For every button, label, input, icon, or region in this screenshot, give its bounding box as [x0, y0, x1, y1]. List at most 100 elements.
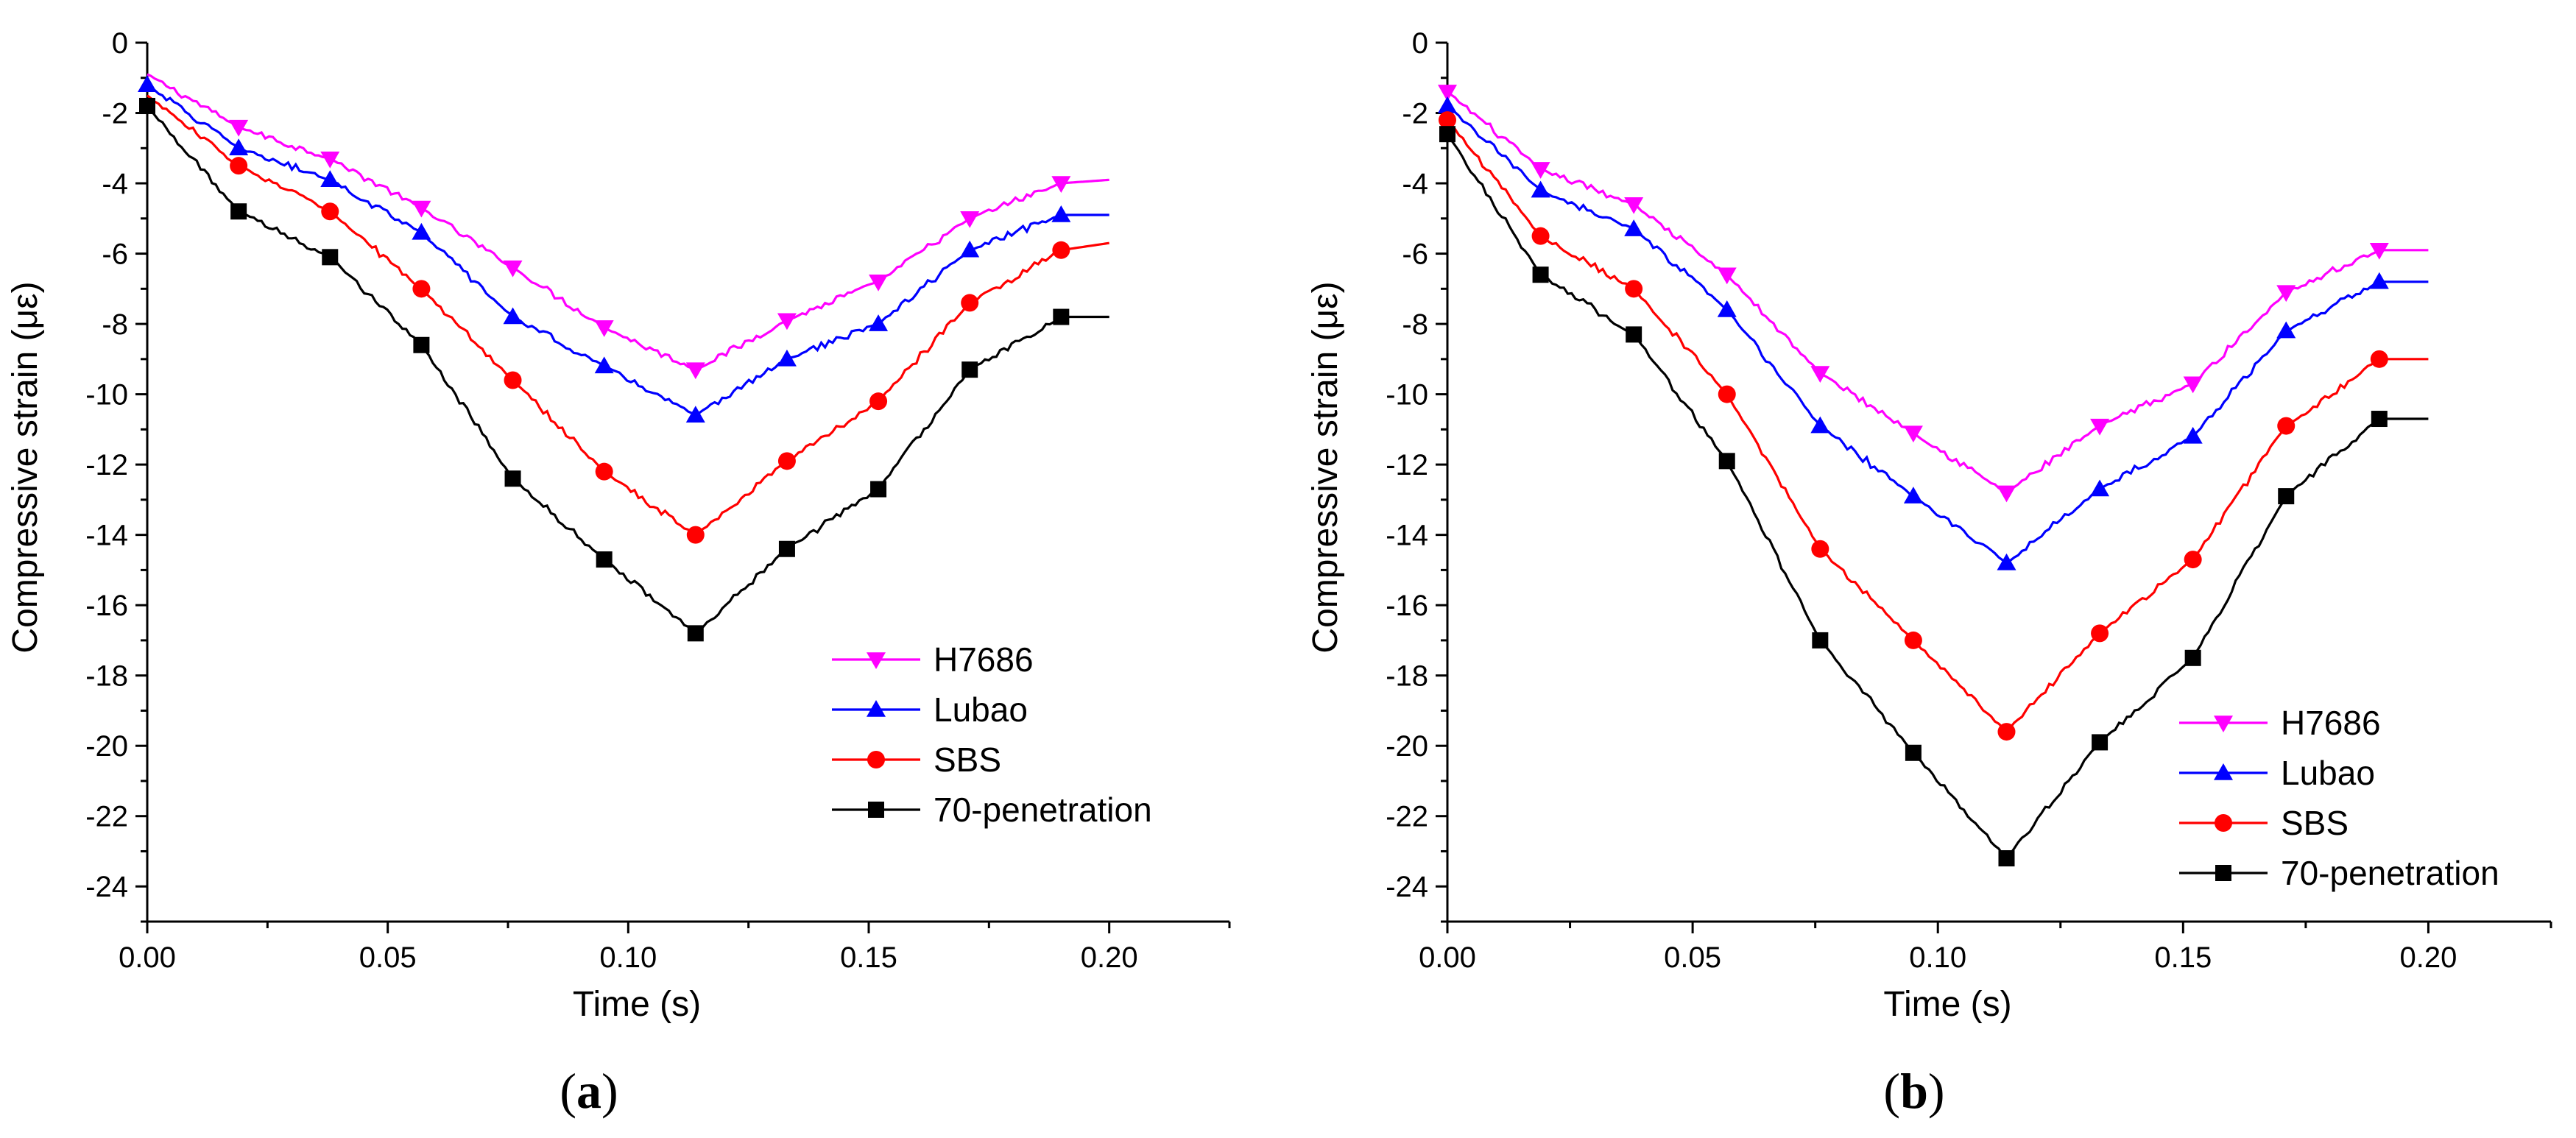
data-point: [2092, 734, 2109, 751]
data-point: [504, 371, 522, 389]
legend-label: 70-penetration: [2281, 854, 2499, 892]
data-point: [1811, 540, 1829, 558]
y-tick-label: -2: [102, 98, 128, 130]
data-point: [1997, 485, 2016, 503]
data-point: [1052, 241, 1070, 259]
x-axis-title: Time (s): [573, 985, 701, 1024]
data-point: [1051, 205, 1071, 222]
data-point: [1531, 180, 1550, 198]
data-point: [2276, 321, 2296, 339]
data-point: [2370, 350, 2388, 368]
data-point: [1904, 631, 1922, 649]
y-tick-label: -16: [85, 590, 128, 622]
series-line-H7686: [147, 73, 1109, 371]
x-tick-label: 0.10: [1909, 941, 1966, 974]
data-point: [1997, 723, 2016, 741]
data-point: [139, 97, 155, 114]
series-line-70-penetration: [1446, 133, 2429, 860]
data-point: [2183, 376, 2203, 394]
y-tick-label: -10: [1386, 379, 1428, 411]
y-tick-label: -18: [85, 660, 128, 693]
data-point: [1905, 744, 1922, 761]
data-point: [1532, 266, 1549, 283]
data-point: [960, 240, 980, 258]
data-point: [1531, 227, 1550, 245]
y-tick-label: -4: [1402, 168, 1428, 200]
legend-label: SBS: [2281, 804, 2349, 842]
data-point: [1051, 176, 1071, 194]
y-tick-label: -2: [1402, 98, 1428, 130]
x-tick-label: 0.00: [1419, 941, 1476, 974]
data-point: [1531, 162, 1550, 179]
data-point: [230, 157, 248, 175]
data-point: [777, 452, 796, 470]
legend-label: Lubao: [2281, 754, 2375, 792]
legend-marker: [867, 700, 886, 717]
y-tick-label: -12: [1386, 449, 1428, 481]
data-point: [138, 75, 157, 93]
data-point: [1812, 632, 1829, 648]
data-point: [1718, 385, 1736, 403]
y-tick-label: -10: [85, 379, 128, 411]
data-point: [1903, 487, 1923, 503]
x-tick-label: 0.15: [2154, 941, 2212, 974]
x-axis-title: Time (s): [1883, 985, 2011, 1024]
data-point: [960, 211, 980, 228]
y-tick-label: -6: [1402, 238, 1428, 271]
data-point: [2090, 479, 2110, 497]
x-tick-label: 0.05: [1664, 941, 1721, 974]
data-point: [1717, 300, 1737, 317]
series-H7686: [1438, 85, 2429, 503]
series-H7686: [147, 73, 1109, 380]
data-point: [2369, 243, 2389, 260]
legend-marker: [867, 652, 886, 669]
data-point: [1624, 197, 1644, 214]
legend-label: SBS: [934, 741, 1001, 779]
data-point: [961, 294, 979, 312]
y-tick-label: -14: [1386, 520, 1428, 552]
legend-marker: [2215, 865, 2231, 881]
series-SBS: [146, 94, 1109, 544]
series-70-penetration: [139, 97, 1109, 642]
data-point: [503, 260, 523, 278]
y-tick-label: -20: [85, 730, 128, 763]
data-point: [686, 526, 705, 544]
data-point: [2369, 272, 2389, 289]
x-tick-label: 0.05: [359, 941, 417, 974]
y-tick-label: -24: [85, 871, 128, 903]
data-point: [2276, 285, 2296, 303]
data-point: [778, 540, 795, 557]
series-70-penetration: [1439, 126, 2429, 867]
data-point: [1810, 416, 1830, 434]
data-point: [777, 349, 797, 367]
data-point: [320, 151, 340, 169]
legend-label: H7686: [2281, 704, 2381, 742]
y-tick-label: -22: [1386, 801, 1428, 833]
data-point: [2184, 649, 2201, 666]
data-point: [777, 313, 797, 331]
series-line-Lubao: [1447, 105, 2429, 565]
series-Lubao: [138, 75, 1109, 423]
data-point: [595, 462, 613, 481]
y-tick-label: -12: [85, 449, 128, 481]
series-line-SBS: [1446, 119, 2429, 734]
data-point: [229, 138, 249, 156]
data-point: [685, 406, 705, 423]
y-tick-label: -16: [1386, 590, 1428, 622]
data-point: [2371, 411, 2388, 428]
data-point: [1903, 425, 1923, 443]
legend-label: H7686: [934, 640, 1034, 679]
y-tick-label: -14: [85, 520, 128, 552]
panel-caption: (b): [1883, 1063, 1944, 1119]
series-line-70-penetration: [146, 105, 1109, 635]
series-Lubao: [1438, 96, 2429, 570]
data-point: [412, 200, 431, 218]
legend: H7686 Lubao SBS 70-penetration: [2179, 704, 2499, 892]
data-point: [1439, 126, 1455, 143]
legend-label: 70-penetration: [934, 791, 1152, 829]
data-point: [321, 202, 339, 221]
data-point: [504, 470, 521, 487]
data-point: [2184, 551, 2202, 569]
y-tick-label: -8: [102, 308, 128, 341]
data-point: [961, 361, 978, 378]
